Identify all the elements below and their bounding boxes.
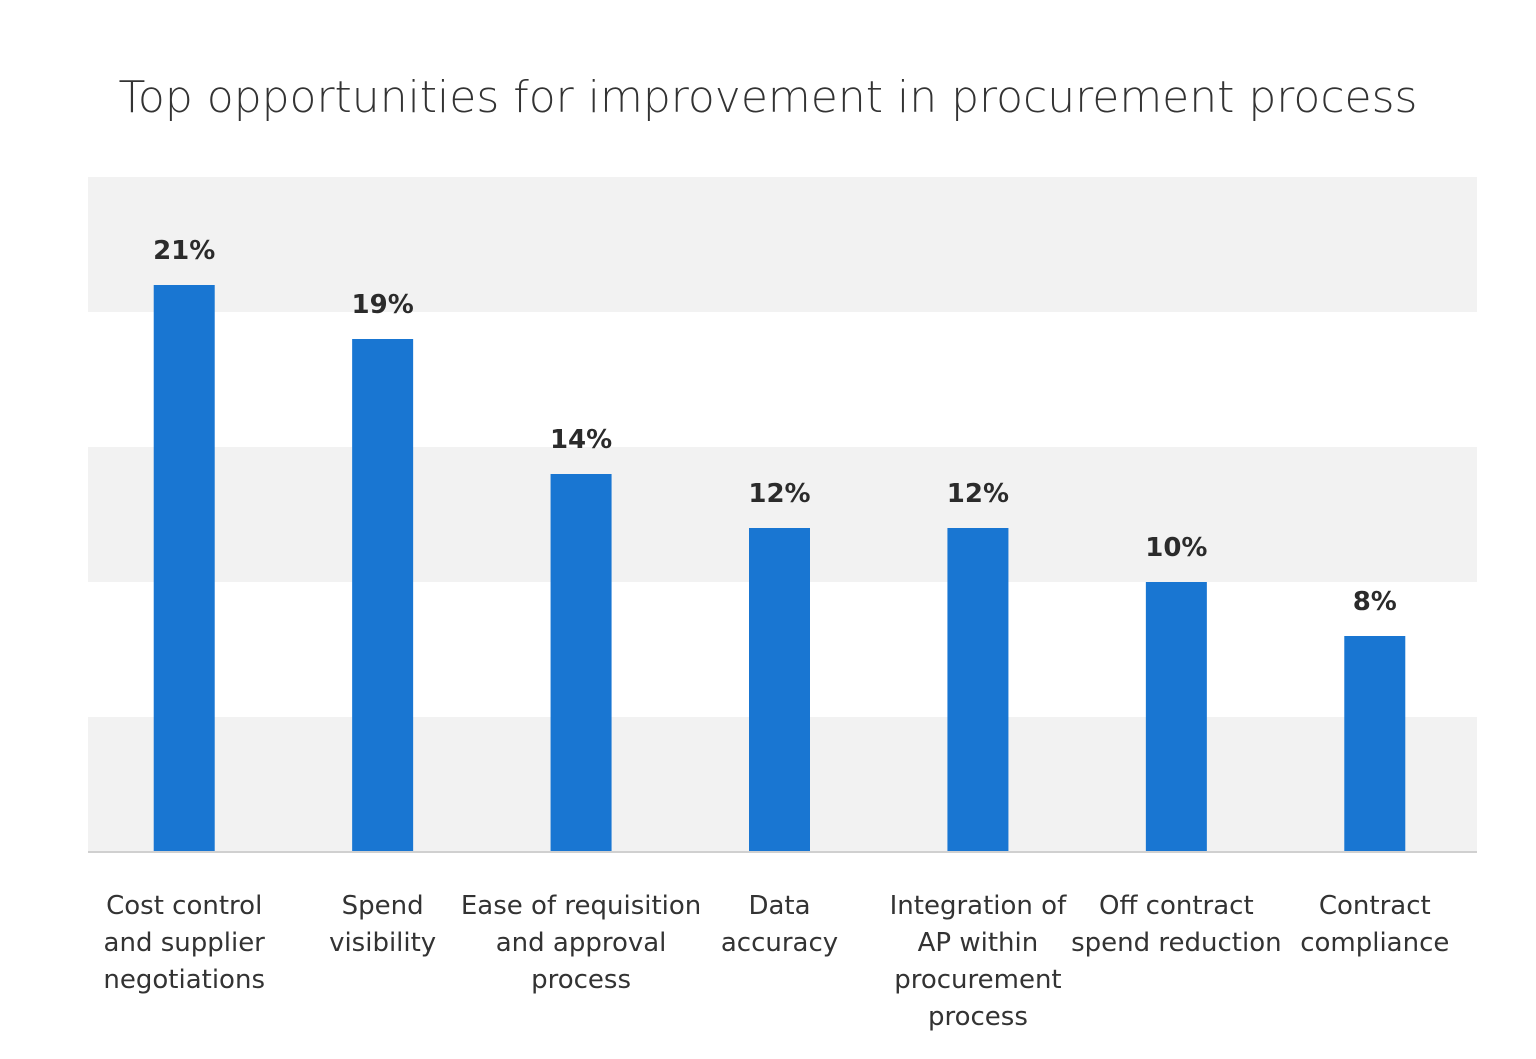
bar [1145,582,1207,852]
category-label-line: accuracy [721,928,838,958]
category-label-line: and supplier [104,928,266,958]
category-label-line: spend reduction [1071,928,1282,958]
category-label: Cost control and supplier negotiations [103,891,265,995]
value-label: 8% [1353,587,1397,617]
category-label-line: negotiations [103,965,265,995]
bar [947,528,1009,852]
category-label-line: AP within [918,928,1039,958]
category-label: Off contract spend reduction [1071,891,1282,958]
category-label-line: Spend [342,891,424,921]
category-label-line: compliance [1300,928,1449,958]
bar [153,285,215,852]
category-label-line: visibility [329,928,436,958]
category-label-line: procurement [894,965,1061,995]
category-label-line: Ease of requisition [461,891,701,921]
grid-band [88,177,1477,312]
category-label-line: process [531,965,631,995]
category-label-line: and approval [496,928,667,958]
value-labels: 21% 19% 14% 12% 12% 10% 8% [153,236,1397,617]
bar [352,339,414,852]
category-labels: Cost control and supplier negotiations Spen… [103,891,1449,1032]
value-label: 10% [1145,533,1207,563]
category-label: Spend visibility [329,891,436,958]
category-label-line: process [928,1002,1028,1032]
category-label-line: Integration of [890,891,1067,921]
value-label: 21% [153,236,215,266]
category-label: Data accuracy [721,891,838,958]
bars [153,285,1406,852]
category-label-line: Off contract [1099,891,1254,921]
bar [1344,636,1406,852]
bar [749,528,810,852]
value-label: 12% [947,479,1009,509]
value-label: 19% [352,290,414,320]
category-label-line: Cost control [106,891,262,921]
category-label: Contract compliance [1300,891,1449,958]
value-label: 14% [550,425,612,455]
category-label-line: Data [748,891,810,921]
category-label: Integration of AP within procurement proces… [890,891,1067,1032]
category-label: Ease of requisition and approval process [461,891,701,995]
chart-title: Top opportunities for improvement in pro… [119,72,1418,123]
category-label-line: Contract [1319,891,1431,921]
bar [550,474,612,852]
value-label: 12% [748,479,810,509]
